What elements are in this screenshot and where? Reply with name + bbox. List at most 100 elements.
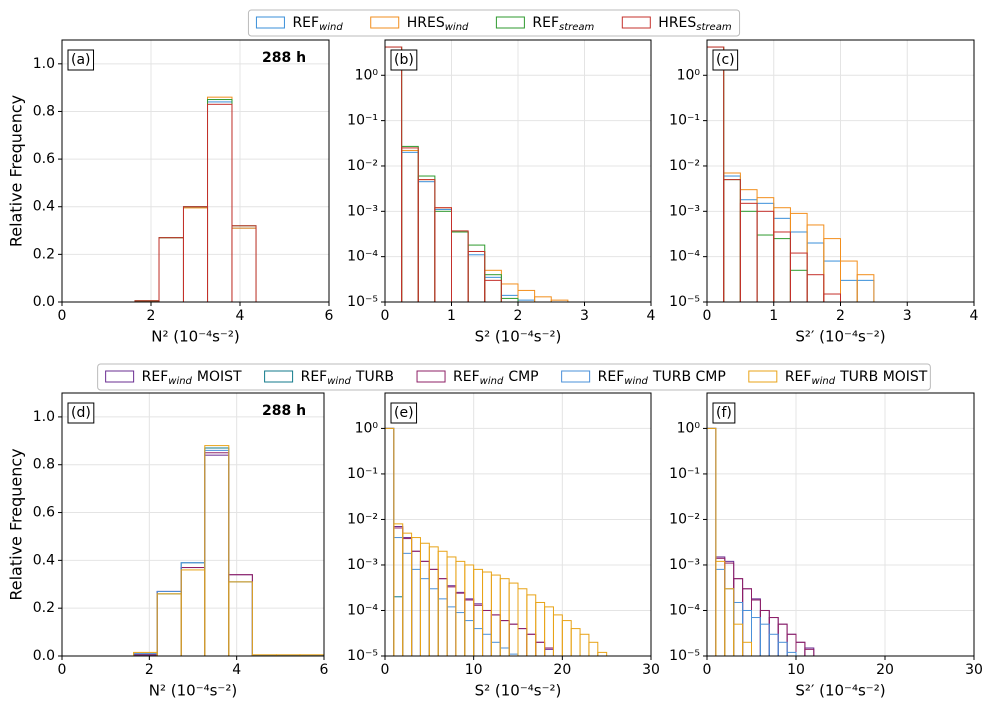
legend-swatch — [621, 16, 651, 29]
y-tick-label: 10⁻³ — [669, 203, 700, 219]
plot-frame — [384, 392, 652, 657]
panel-label: (d) — [71, 405, 91, 421]
legend-subscript: wind — [168, 376, 192, 387]
y-tick-label: 10⁰ — [355, 67, 379, 83]
y-tick-label: 0.0 — [33, 294, 55, 310]
legend-name: REF — [292, 15, 319, 31]
plot-frame — [706, 392, 975, 657]
y-tick-label: 10⁻³ — [347, 203, 378, 219]
x-tick-label: 20 — [876, 662, 894, 678]
x-tick-label: 10 — [787, 662, 805, 678]
y-tick-label: 10⁻¹ — [347, 113, 378, 129]
y-tick-label: 10⁻⁴ — [347, 602, 378, 618]
legend-name: HRES — [658, 15, 696, 31]
plot-area — [707, 393, 974, 656]
y-tick-label: 10⁰ — [677, 67, 701, 83]
y-tick-label: 10⁻⁴ — [669, 602, 700, 618]
x-tick-label: 4 — [647, 308, 656, 324]
legend-swatch — [416, 370, 446, 383]
legend-name: REF — [598, 369, 625, 385]
plot-frame — [61, 39, 330, 303]
panel-label: (f) — [716, 405, 732, 421]
legend-name: REF — [453, 369, 480, 385]
x-tick-label: 0 — [703, 308, 712, 324]
y-tick-label: 0.2 — [33, 600, 55, 616]
y-tick-label: 10⁻¹ — [669, 113, 700, 129]
legend-subscript: stream — [559, 22, 595, 33]
panel-label: (a) — [71, 52, 91, 68]
plot-area — [62, 393, 324, 656]
legend-label: REFwind CMP — [453, 369, 539, 387]
panel-label-box — [390, 49, 418, 71]
legend-subscript: wind — [624, 376, 648, 387]
y-tick-label: 0.6 — [33, 505, 55, 521]
y-tick-label: 10⁻⁵ — [347, 648, 378, 664]
plot-frame — [384, 39, 652, 303]
legend-swatch — [495, 16, 525, 29]
legend-label: HRESstream — [658, 15, 732, 33]
legend: REFwind MOIST REFwind TURB REFwind CMP REFwind… — [97, 363, 931, 391]
legend-suffix: TURB CMP — [652, 369, 726, 385]
legend-label: REFwind MOIST — [142, 369, 242, 387]
x-tick-label: 4 — [236, 308, 245, 324]
x-tick-label: 3 — [903, 308, 912, 324]
legend-name: HRES — [407, 15, 445, 31]
legend-label: REFwind TURB MOIST — [785, 369, 928, 387]
x-tick-label: 1 — [769, 308, 778, 324]
legend-swatch — [561, 370, 591, 383]
legend-name: REF — [142, 369, 169, 385]
legend-suffix: TURB MOIST — [839, 369, 928, 385]
x-axis-label: N² (10⁻⁴s⁻²) — [149, 682, 237, 700]
annotation: 288 h — [262, 50, 306, 66]
y-tick-label: 0.4 — [33, 199, 55, 215]
legend: REFwind HRESwind REFstream HRESstream — [247, 9, 741, 37]
y-tick-label: 10⁻⁴ — [347, 249, 378, 265]
x-axis-label: S² (10⁻⁴s⁻²) — [475, 682, 562, 700]
y-tick-label: 0.4 — [33, 552, 55, 568]
panel-label: (c) — [716, 52, 735, 68]
y-tick-label: 10⁻⁵ — [669, 648, 700, 664]
x-tick-label: 2 — [147, 308, 156, 324]
x-tick-label: 3 — [580, 308, 589, 324]
y-tick-label: 0.8 — [33, 457, 55, 473]
x-tick-label: 2 — [145, 662, 154, 678]
x-tick-label: 20 — [553, 662, 571, 678]
y-tick-label: 10⁻² — [669, 511, 700, 527]
legend-swatch — [370, 16, 400, 29]
x-tick-label: 6 — [325, 308, 334, 324]
x-tick-label: 0 — [703, 662, 712, 678]
y-tick-label: 10⁻⁴ — [669, 249, 700, 265]
x-tick-label: 1 — [447, 308, 456, 324]
x-axis-label: N² (10⁻⁴s⁻²) — [151, 328, 239, 346]
legend-suffix: TURB — [355, 369, 394, 385]
x-tick-label: 0 — [58, 308, 67, 324]
panel-label-box — [390, 402, 418, 424]
legend-label: REFwind TURB CMP — [598, 369, 726, 387]
legend-subscript: stream — [696, 22, 732, 33]
y-tick-label: 10⁻³ — [347, 557, 378, 573]
x-tick-label: 30 — [965, 662, 983, 678]
legend-swatch — [264, 370, 294, 383]
y-tick-label: 10⁻⁵ — [347, 294, 378, 310]
annotation: 288 h — [262, 403, 306, 419]
x-tick-label: 4 — [970, 308, 979, 324]
legend-swatch — [255, 16, 285, 29]
legend-subscript: wind — [445, 22, 469, 33]
y-tick-label: 10⁻² — [347, 511, 378, 527]
y-tick-label: 10⁰ — [355, 420, 379, 436]
panel-label-box — [67, 402, 95, 424]
x-tick-label: 30 — [642, 662, 660, 678]
panel-label: (b) — [394, 52, 414, 68]
y-tick-label: 0.2 — [33, 246, 55, 262]
y-axis-label: Relative Frequency — [7, 95, 26, 247]
legend-name: REF — [785, 369, 812, 385]
legend-swatch — [105, 370, 135, 383]
x-axis-label: S² (10⁻⁴s⁻²) — [475, 328, 562, 346]
legend-suffix: CMP — [508, 369, 538, 385]
legend-label: REFstream — [532, 15, 594, 33]
x-axis-label: S²′ (10⁻⁴s⁻²) — [795, 682, 885, 700]
y-tick-label: 10⁰ — [677, 420, 701, 436]
y-tick-label: 10⁻² — [669, 158, 700, 174]
y-tick-label: 1.0 — [33, 56, 55, 72]
